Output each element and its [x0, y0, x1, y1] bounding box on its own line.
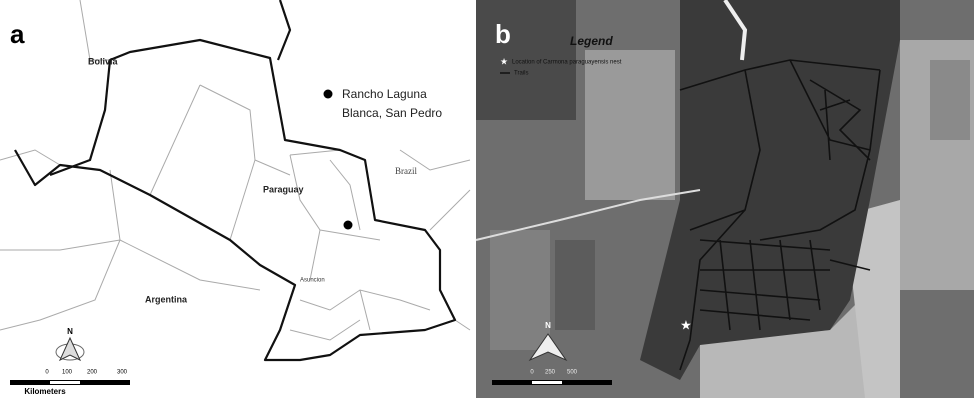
place-label: Argentina [145, 294, 188, 304]
figure: a Bolivia Paraguay Brazil Argentina Asun… [0, 0, 974, 398]
field-patch [585, 50, 675, 200]
place-label: Asuncion [300, 278, 325, 284]
scale-tick: 200 [87, 370, 98, 376]
legend-symbol: ★ [500, 56, 508, 66]
panel-b: ★ b Legend ★ Location of Carmona paragua… [476, 0, 974, 398]
site-name: Rancho Laguna [342, 87, 427, 101]
scale-tick: 300 [117, 370, 128, 376]
site-marker [344, 221, 353, 230]
legend-marker [324, 90, 333, 99]
place-label: Bolivia [88, 56, 119, 66]
nest-marker: ★ [680, 317, 692, 332]
scale-tick: 250 [545, 370, 556, 376]
scale-bar-segment [532, 381, 562, 384]
panel-a: a Bolivia Paraguay Brazil Argentina Asun… [0, 0, 472, 398]
legend-title: Legend [570, 34, 613, 48]
north-label: N [67, 327, 73, 336]
panel-a-background [0, 0, 472, 398]
panel-label: a [10, 19, 25, 49]
scale-unit: Kilometers [24, 387, 66, 396]
scale-tick: 100 [62, 370, 73, 376]
panel-label: b [495, 19, 511, 49]
page: a Bolivia Paraguay Brazil Argentina Asun… [0, 0, 974, 398]
site-name: Blanca, San Pedro [342, 106, 442, 120]
place-label: Paraguay [263, 184, 304, 194]
legend-item: Trails [514, 71, 528, 77]
scale-tick: 500 [567, 370, 578, 376]
place-label: Brazil [395, 166, 417, 176]
field-patch [555, 240, 595, 330]
scale-bar-segment [50, 381, 80, 384]
north-label: N [545, 321, 551, 330]
field-patch [490, 230, 550, 350]
legend-item: Location of Carmona paraguayensis nest [512, 60, 622, 66]
field-patch [930, 60, 970, 140]
